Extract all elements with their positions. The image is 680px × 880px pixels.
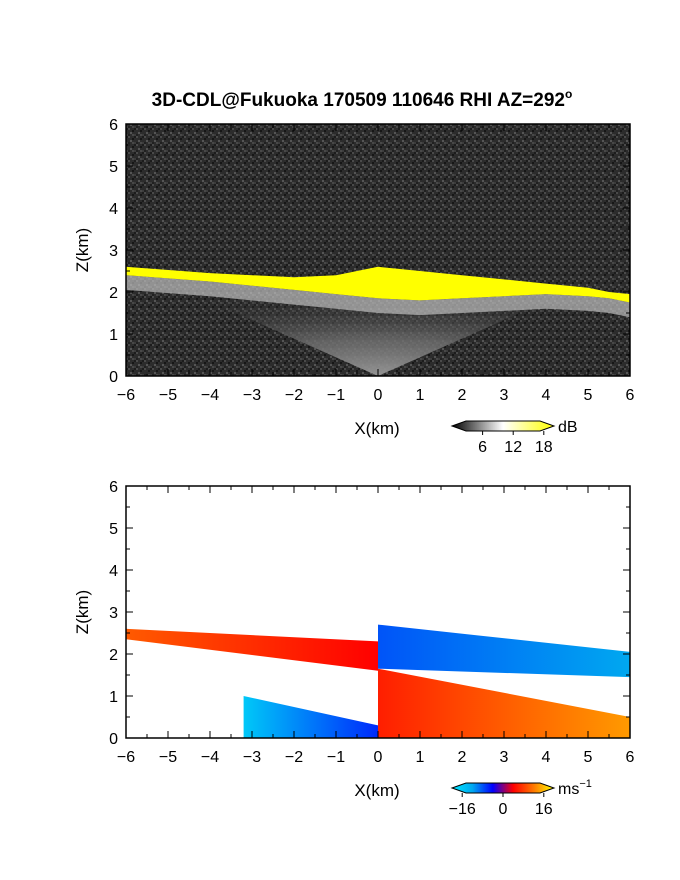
x-tick-label: 2 — [458, 749, 467, 766]
x-tick-label: −3 — [243, 749, 261, 766]
x-tick-label: −6 — [117, 387, 135, 404]
y-tick-label: 3 — [109, 605, 118, 622]
chart-title: 3D-CDL@Fukuoka 170509 110646 RHI AZ=292o — [152, 87, 573, 111]
y-axis: 0 1 2 3 4 5 6 — [109, 117, 630, 386]
x-tick-label: 3 — [500, 387, 509, 404]
x-tick-label: −5 — [159, 387, 177, 404]
x-axis-label: X(km) — [354, 781, 399, 800]
x-tick-label: 5 — [584, 387, 593, 404]
y-axis-label: Z(km) — [73, 590, 92, 634]
y-tick-label: 3 — [109, 243, 118, 260]
velocity-plot-area — [126, 486, 630, 738]
colorbar-bar — [450, 782, 556, 794]
colorbar-ticks: −16 0 16 — [449, 793, 553, 818]
x-tick-label: −1 — [327, 749, 345, 766]
y-axis: 0 1 2 3 4 5 6 — [109, 479, 630, 748]
x-tick-label: 0 — [374, 387, 383, 404]
colorbar-bar — [450, 420, 556, 432]
y-tick-label: 1 — [109, 327, 118, 344]
y-tick-label: 2 — [109, 647, 118, 664]
cloud-base-glow — [126, 275, 630, 318]
backscatter-plot-area — [126, 124, 630, 376]
y-tick-label: 5 — [109, 159, 118, 176]
colorbar-tick-label: 18 — [535, 439, 553, 456]
colorbar-label: dB — [558, 419, 578, 436]
x-tick-label: 0 — [374, 749, 383, 766]
x-axis: −6 −5 −4 −3 −2 −1 0 1 2 3 4 5 6 — [117, 486, 635, 766]
velocity-region — [378, 668, 630, 738]
x-axis-label: X(km) — [354, 419, 399, 438]
colorbar: ms−1 −16 0 16 — [449, 778, 592, 818]
x-tick-label: 6 — [626, 387, 635, 404]
y-tick-label: 2 — [109, 285, 118, 302]
y-tick-label: 6 — [109, 479, 118, 496]
y-tick-label: 1 — [109, 689, 118, 706]
colorbar-tick-label: 12 — [504, 439, 522, 456]
x-tick-label: −3 — [243, 387, 261, 404]
velocity-regions — [126, 624, 630, 738]
y-tick-label: 0 — [109, 731, 118, 748]
y-tick-label: 4 — [109, 201, 118, 218]
x-tick-label: 4 — [542, 387, 551, 404]
velocity-region — [378, 624, 630, 678]
x-tick-label: 1 — [416, 749, 425, 766]
colorbar-tick-label: 0 — [499, 801, 508, 818]
x-tick-label: 5 — [584, 749, 593, 766]
scatter-cone — [189, 292, 567, 376]
x-tick-label: 6 — [626, 749, 635, 766]
colorbar-tick-label: 6 — [478, 439, 487, 456]
x-tick-label: −6 — [117, 749, 135, 766]
x-tick-label: −2 — [285, 749, 303, 766]
x-tick-label: 4 — [542, 749, 551, 766]
y-tick-label: 5 — [109, 521, 118, 538]
y-axis-label: Z(km) — [73, 228, 92, 272]
x-axis: −6 −5 −4 −3 −2 −1 0 1 2 3 4 5 6 — [117, 124, 635, 404]
x-tick-label: −4 — [201, 749, 219, 766]
x-tick-label: 1 — [416, 387, 425, 404]
x-tick-label: 2 — [458, 387, 467, 404]
x-tick-label: −4 — [201, 387, 219, 404]
colorbar-label: ms−1 — [558, 778, 592, 798]
y-tick-label: 0 — [109, 369, 118, 386]
velocity-region — [243, 696, 378, 738]
cloud-base-layer — [126, 266, 630, 303]
velocity-region — [126, 628, 378, 671]
x-tick-label: −5 — [159, 749, 177, 766]
colorbar: dB 6 12 18 — [450, 419, 578, 456]
x-tick-label: −2 — [285, 387, 303, 404]
y-tick-label: 4 — [109, 563, 118, 580]
colorbar-tick-label: −16 — [449, 801, 476, 818]
colorbar-tick-label: 16 — [535, 801, 553, 818]
colorbar-ticks: 6 12 18 — [478, 431, 553, 456]
x-tick-label: 3 — [500, 749, 509, 766]
x-tick-label: −1 — [327, 387, 345, 404]
y-tick-label: 6 — [109, 117, 118, 134]
